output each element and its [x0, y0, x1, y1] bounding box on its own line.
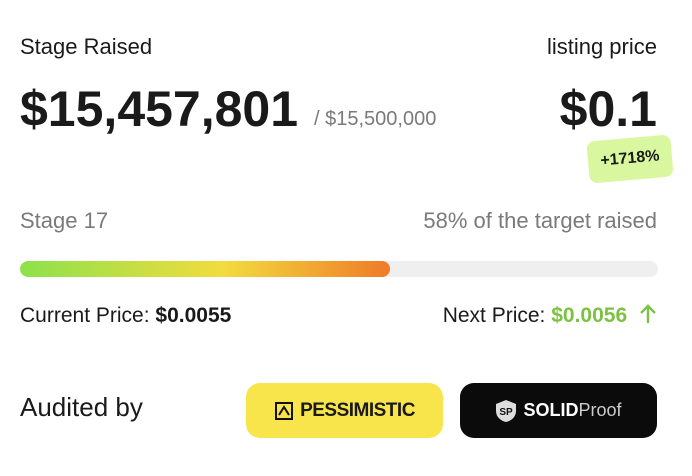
change-badge: +1718%: [586, 134, 674, 184]
pessimistic-button[interactable]: PESSIMISTIC: [246, 383, 443, 438]
solidproof-light: Proof: [578, 400, 622, 420]
raised-target: / $15,500,000: [314, 108, 437, 130]
listing-label: listing price: [546, 34, 657, 59]
raised-label: Stage Raised: [20, 34, 153, 59]
current-price: Current Price: $0.0055: [20, 304, 231, 328]
current-label: Current Price:: [20, 304, 150, 327]
progress-percent: 58%: [423, 208, 468, 233]
change-text: +1718%: [599, 147, 661, 170]
raised-amount: $15,457,801: [20, 81, 299, 137]
listing-price: $0.1: [559, 81, 657, 137]
progress-text: of the target raised: [473, 208, 657, 233]
audited-label: Audited by: [20, 392, 143, 422]
progress-caption: 58% of the target raised: [423, 208, 657, 234]
solidproof-name: SOLIDProof: [523, 400, 621, 421]
current-value: $0.0055: [155, 304, 232, 327]
solidproof-bold: SOLID: [523, 400, 579, 420]
next-price: Next Price: $0.0056: [443, 304, 657, 328]
up-arrow: [640, 304, 656, 323]
solidproof-icon: SP: [496, 399, 517, 422]
svg-text:SP: SP: [500, 407, 514, 418]
progress-track: [20, 261, 658, 277]
progress-fill: [20, 261, 391, 277]
pessimistic-name: PESSIMISTIC: [300, 399, 415, 421]
solidproof-button[interactable]: SP SOLIDProof: [460, 383, 657, 438]
pessimistic-icon: [275, 401, 294, 420]
next-value: $0.0056: [551, 304, 628, 327]
stage-name: Stage 17: [20, 208, 109, 233]
next-label: Next Price:: [442, 304, 546, 327]
